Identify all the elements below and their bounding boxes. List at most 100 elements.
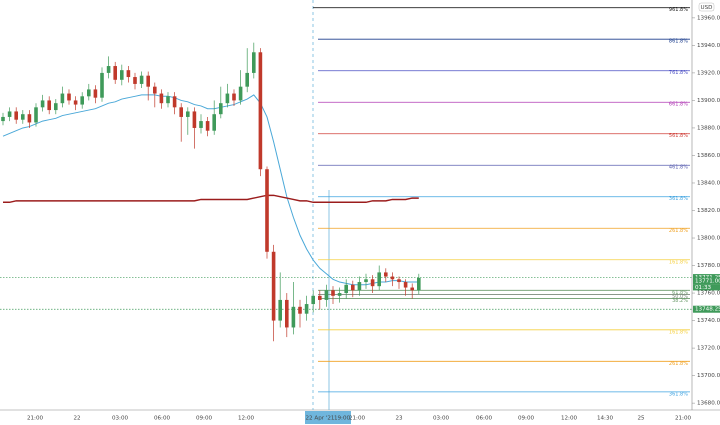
moving-average-line [2,94,419,286]
candle-body [21,114,25,120]
currency-badge[interactable] [698,2,715,12]
price-tag-label: 13771.00 [695,278,720,284]
x-tick-label: 14:30 [597,416,614,422]
candle-body [331,290,335,296]
y-tick-label: 13880.00 [697,125,720,131]
candle-body [60,93,65,104]
candle-body [1,116,5,122]
candle-body [146,75,150,87]
fib-level-label: 861.8% [669,39,688,45]
candle-body [298,306,302,314]
candle-body [364,279,368,283]
candle-body [172,96,177,108]
y-tick-label: 13900.00 [697,98,720,104]
y-tick-label: 13860.00 [697,153,720,159]
candle-body [271,251,276,321]
countdown-box [693,284,720,291]
candle-body [403,282,408,288]
y-tick-label: 13940.00 [697,43,720,49]
fib-level-label: 38.2% [672,298,688,304]
candle-body [54,103,58,111]
candle-body [126,70,131,78]
fib-level-label: 361.8% [669,391,688,397]
candle-body [384,272,388,277]
candle-body [238,86,243,101]
candle-body [351,284,355,291]
candle-body [417,277,421,291]
countdown: 01:33 [695,285,712,291]
candle-body [166,96,170,104]
candle-body [370,279,375,287]
candle-body [337,293,342,296]
x-tick-label: 12:00 [561,416,578,422]
candle-body [245,72,249,87]
candle-body [27,114,32,123]
fib-level-label: 161.8% [669,329,688,335]
candle-body [80,96,84,105]
candle-body [212,114,216,131]
candle-body [357,282,362,291]
y-tick-label: 13740.00 [697,318,720,324]
price-tag-label: 13748.25 [695,307,720,313]
candle-body [344,284,348,294]
y-tick-label: 13760.00 [697,291,720,297]
x-tick-label: 09:00 [196,416,213,422]
candle-body [133,77,137,84]
x-tick-label: 23 [395,416,403,422]
candle-body [390,276,395,280]
x-tick-label: 25 [637,416,645,422]
y-tick-label: 13680.00 [697,401,720,407]
y-tick-label: 13960.00 [697,15,720,21]
candle-body [186,111,190,117]
candle-body [225,93,230,104]
candle-body [120,70,124,80]
price-tag-box [693,277,720,285]
candle-body [318,295,322,300]
x-tick-label: 21:00 [27,416,44,422]
candle-body [40,100,45,108]
candle-body [410,287,414,291]
candle-body [258,52,263,170]
currency-label: USD [701,5,713,11]
candle-body [377,272,381,287]
candle-body [93,89,98,98]
y-tick-label: 13720.00 [697,346,720,352]
candle-body [252,52,256,73]
x-tick-label: 21:00 [675,416,692,422]
price-tag-box [693,305,720,313]
x-tick-label: 21:00 [349,416,366,422]
x-tick-label: 12:00 [238,416,255,422]
fib-level-label: 50.0% [672,294,688,300]
x-tick-label: 22 [73,416,80,422]
candle-body [67,93,71,101]
fib-level-label: 61.8% [672,290,688,296]
candle-body [192,111,197,128]
y-tick-label: 13820.00 [697,208,720,214]
candle-body [73,100,78,105]
fib-level-label: 361.8% [669,196,688,202]
y-tick-label: 13840.00 [697,180,720,186]
x-tick-label: 19:00 [334,416,351,422]
candle-body [47,100,51,111]
candle-body [153,86,157,94]
candle-body [199,121,203,128]
fib-level-label: 561.8% [669,133,688,139]
y-tick-label: 13800.00 [697,236,720,242]
candle-body [159,93,164,104]
x-tick-label: 03:00 [433,416,450,422]
candle-body [324,290,329,300]
fib-level-label: 961.8% [669,7,688,13]
y-tick-label: 13700.00 [697,373,720,379]
candle-body [106,66,111,73]
candle-body [113,66,117,80]
fib-level-label: 161.8% [669,259,688,265]
crosshair-date-box [305,411,351,424]
candle-body [397,279,401,283]
x-tick-label: 03:00 [112,416,129,422]
y-tick-label: 13920.00 [697,70,720,76]
candle-body [179,107,183,117]
candle-body [14,111,18,120]
candle-body [304,304,309,314]
candle-body [232,93,236,101]
